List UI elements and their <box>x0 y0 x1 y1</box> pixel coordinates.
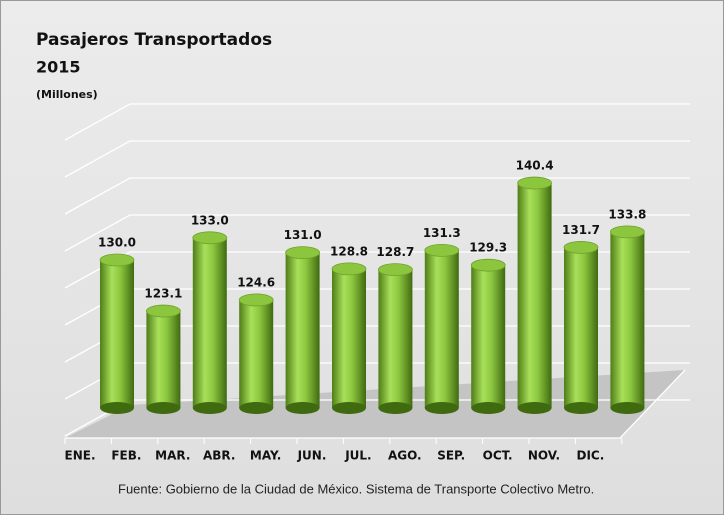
bar-top <box>99 253 135 267</box>
x-tick-label: SEP. <box>437 449 465 463</box>
bar <box>517 183 552 408</box>
grid-line <box>64 140 690 178</box>
bar-top <box>331 262 367 276</box>
bar-top <box>610 225 645 239</box>
value-label: 131.0 <box>284 228 322 242</box>
x-tick-label: FEB. <box>111 449 141 463</box>
bar-base <box>424 402 459 414</box>
bar <box>610 231 645 408</box>
bar <box>332 268 366 408</box>
grid-line <box>64 177 690 215</box>
grid-line <box>64 251 690 289</box>
bar <box>378 269 413 408</box>
bar <box>192 237 227 408</box>
bar-base <box>378 402 413 414</box>
bar-top <box>145 304 181 318</box>
bar-base <box>471 402 506 414</box>
bar-top <box>238 293 274 307</box>
bar-base <box>100 402 134 414</box>
x-tick-label: DIC. <box>577 449 605 463</box>
value-label: 131.7 <box>562 223 600 237</box>
value-label: 123.1 <box>144 287 182 301</box>
bar <box>471 265 506 408</box>
bar-top <box>377 263 413 277</box>
x-tick-label: ABR. <box>203 449 235 463</box>
bar-top <box>517 176 552 190</box>
bar <box>424 250 459 408</box>
bar-base <box>146 402 181 414</box>
bar-top <box>192 231 228 245</box>
axis-line <box>65 369 686 439</box>
grid-line <box>64 103 690 141</box>
x-tick-label: OCT. <box>483 449 513 463</box>
bar <box>146 311 181 408</box>
value-label: 128.7 <box>376 245 414 259</box>
x-tick-label: MAY. <box>250 449 281 463</box>
bar-base <box>332 402 366 414</box>
value-label: 124.6 <box>237 275 275 289</box>
chart-title: Pasajeros Transportados <box>36 30 272 50</box>
grid-line <box>64 214 690 252</box>
y-axis-label: (Millones) <box>36 88 98 101</box>
x-tick-label: NOV. <box>528 449 560 463</box>
bar-top <box>424 243 460 257</box>
source-note: Fuente: Gobierno de la Ciudad de México.… <box>118 481 594 496</box>
x-tick-label: JUL. <box>344 449 371 463</box>
x-tick-label: AGO. <box>388 449 422 463</box>
value-label: 129.3 <box>469 241 507 255</box>
x-tick-label: JUN. <box>297 449 327 463</box>
bar-base <box>239 402 274 414</box>
bar-base <box>610 402 645 414</box>
bar-top <box>470 258 506 272</box>
bar-base <box>192 402 227 414</box>
value-label: 131.3 <box>423 226 461 240</box>
chart-subtitle: 2015 <box>36 58 81 77</box>
value-label: 140.4 <box>516 159 554 173</box>
value-label: 133.0 <box>191 213 229 227</box>
bar <box>239 299 274 408</box>
bar-base <box>517 402 552 414</box>
x-tick-label: MAR. <box>155 449 190 463</box>
value-label: 133.8 <box>608 207 646 221</box>
bar-top <box>285 246 321 260</box>
bar-base <box>564 402 598 414</box>
bar-base <box>285 402 320 414</box>
value-label: 130.0 <box>98 236 136 250</box>
bar <box>100 260 134 408</box>
value-label: 128.8 <box>330 244 368 258</box>
x-tick-label: ENE. <box>65 449 96 463</box>
bar-top <box>563 241 599 254</box>
bar <box>285 252 320 408</box>
bar <box>564 247 598 408</box>
